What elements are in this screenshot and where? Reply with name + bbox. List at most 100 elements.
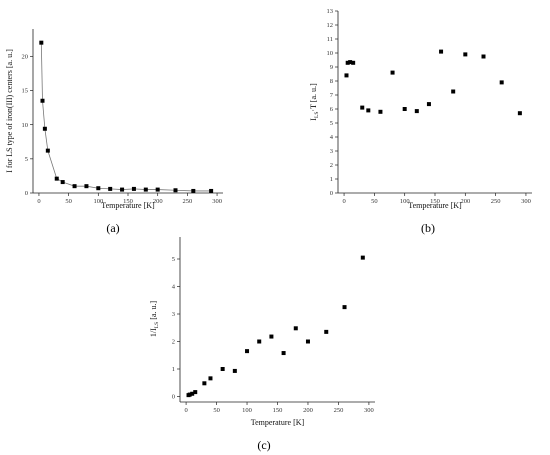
- data-point-a: [155, 187, 160, 192]
- chart-panel-c: 0 50 100 150 200 250 300 0 1 2 3 4 5 Temperature [K] 1…: [149, 237, 375, 427]
- data-point-b: [451, 89, 456, 94]
- panel-b-label: (b): [421, 221, 435, 235]
- x-tick-label-c: 0: [184, 407, 187, 414]
- data-point-b: [414, 109, 419, 114]
- data-point-b: [402, 107, 407, 111]
- x-axis-label-b: Temperature [K]: [408, 201, 462, 210]
- data-point-a: [173, 188, 178, 193]
- y-tick-label-a: 10: [22, 122, 29, 129]
- data-point-c: [342, 305, 347, 310]
- y-tick-label-b: 5: [330, 120, 333, 127]
- y-tick-label-b: 3: [330, 148, 333, 155]
- data-point-c: [232, 368, 237, 373]
- data-point-a: [72, 184, 77, 189]
- x-tick-label-a: 150: [123, 198, 133, 205]
- data-point-b: [426, 102, 431, 107]
- y-tick-label-b: 4: [330, 134, 334, 141]
- data-point-b: [360, 105, 365, 110]
- data-point-a: [143, 187, 148, 192]
- data-point-a: [131, 186, 136, 191]
- y-tick-label-b: 12: [327, 22, 334, 29]
- x-tick-label-a: 250: [183, 198, 193, 205]
- data-point-c: [208, 376, 213, 381]
- x-tick-label-b: 150: [430, 198, 440, 205]
- y-tick-label-c: 1: [172, 366, 175, 373]
- y-axis-label-b: ILS·T [a. u.]: [309, 83, 320, 121]
- panel-c-label: (c): [257, 438, 270, 452]
- y-tick-label-b: 13: [327, 8, 334, 15]
- data-point-c: [193, 390, 198, 395]
- x-tick-label-b: 0: [342, 198, 345, 205]
- data-point-a: [42, 126, 47, 131]
- y-tick-label-b: 8: [330, 78, 333, 85]
- y-axis-label-c: 1/ILS [a. u.]: [149, 301, 160, 338]
- y-tick-label-a: 5: [25, 156, 28, 163]
- data-point-a: [54, 176, 59, 181]
- y-tick-label-b: 6: [330, 106, 334, 113]
- data-point-c: [220, 367, 225, 371]
- y-tick-label-b: 1: [330, 176, 333, 183]
- data-point-a: [108, 186, 113, 191]
- data-point-b: [499, 80, 504, 85]
- data-point-c: [187, 392, 192, 397]
- data-point-a: [45, 148, 50, 153]
- y-tick-label-a: 0: [25, 190, 28, 197]
- data-point-a: [209, 188, 214, 193]
- data-point-b: [390, 70, 395, 75]
- x-tick-label-a: 200: [153, 198, 163, 205]
- y-tick-label-c: 2: [172, 339, 175, 346]
- data-point-c: [245, 349, 250, 354]
- data-point-b: [344, 73, 349, 78]
- x-tick-label-a: 100: [93, 198, 103, 205]
- data-point-c: [324, 329, 329, 334]
- y-tick-label-b: 9: [330, 64, 333, 71]
- y-axis-label-a: I for LS type of iron(III) centers [a. u…: [5, 49, 14, 173]
- x-tick-label-c: 50: [213, 407, 220, 414]
- x-tick-label-c: 100: [242, 407, 252, 414]
- data-point-b: [348, 60, 353, 65]
- x-tick-label-b: 100: [400, 198, 410, 205]
- data-point-c: [281, 351, 286, 356]
- y-tick-label-b: 7: [330, 92, 334, 99]
- x-tick-label-c: 250: [334, 407, 344, 414]
- y-tick-label-c: 3: [172, 311, 175, 318]
- data-point-a: [39, 40, 44, 45]
- y-tick-label-c: 0: [172, 394, 175, 401]
- y-tick-label-b: 2: [330, 162, 333, 169]
- x-tick-label-a: 0: [37, 198, 40, 205]
- data-point-a: [96, 186, 101, 191]
- data-point-b: [351, 60, 356, 65]
- data-point-a: [120, 187, 125, 192]
- x-tick-label-b: 300: [521, 198, 531, 205]
- y-tick-label-a: 15: [22, 88, 29, 95]
- data-point-a: [191, 188, 196, 193]
- y-tick-label-c: 5: [172, 256, 175, 263]
- x-axis-label-a: Temperature [K]: [101, 201, 155, 210]
- data-point-a: [60, 180, 65, 185]
- panel-a-label: (a): [106, 221, 119, 235]
- data-point-c: [257, 339, 262, 344]
- data-point-b: [481, 54, 486, 59]
- data-point-c: [293, 326, 298, 331]
- data-point-b: [439, 49, 444, 54]
- y-tick-label-c: 4: [172, 284, 176, 291]
- data-point-c: [360, 255, 365, 260]
- x-tick-label-c: 300: [364, 407, 374, 414]
- data-point-b: [366, 108, 371, 113]
- data-point-b: [463, 52, 468, 57]
- y-tick-label-b: 10: [327, 50, 334, 57]
- data-point-a: [84, 184, 89, 189]
- data-point-c: [269, 334, 274, 339]
- y-tick-label-a: 20: [22, 54, 29, 61]
- data-point-b: [378, 109, 383, 114]
- data-point-b: [345, 60, 350, 65]
- chart-panel-a: 0 50 100 150 200 250 300 0 5 10 15 20 Temperature [K…: [5, 29, 223, 210]
- data-point-c: [190, 391, 195, 396]
- data-point-c: [202, 381, 207, 386]
- x-tick-label-b: 200: [460, 198, 470, 205]
- data-point-c: [305, 339, 310, 344]
- x-tick-label-c: 200: [303, 407, 313, 414]
- y-tick-label-b: 11: [327, 36, 333, 43]
- x-axis-label-c: Temperature [K]: [251, 418, 305, 427]
